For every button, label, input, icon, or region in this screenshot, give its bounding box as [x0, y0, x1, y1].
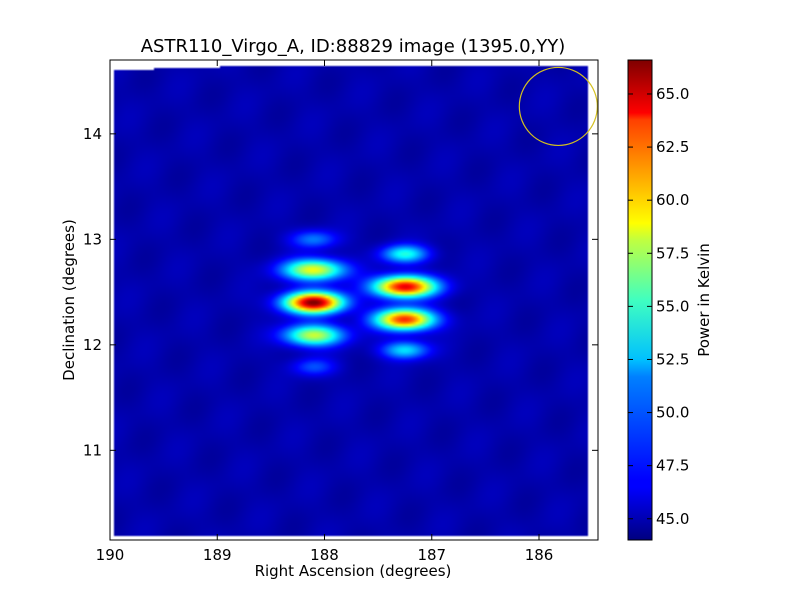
y-axis-ticks: 11 12 13 14: [83, 125, 598, 459]
colorbar: 45.0 47.5 50.0 52.5 55.0 57.5 60.0 62.5 65.0 Pow…: [627, 59, 713, 541]
colorbar-gradient: [627, 59, 653, 541]
colorbar-tick-label: 65.0: [656, 85, 689, 103]
colorbar-tick-label: 52.5: [656, 350, 689, 368]
beam-circle: [518, 66, 598, 147]
y-tick-label: 11: [83, 441, 102, 459]
x-tick-label: 188: [310, 546, 339, 564]
x-tick-label: 189: [203, 546, 232, 564]
colorbar-tick-label: 50.0: [656, 404, 689, 422]
x-tick-label: 190: [96, 546, 125, 564]
colorbar-tick-label: 60.0: [656, 191, 689, 209]
heatmap-image: [110, 60, 598, 540]
y-axis-label: Declination (degrees): [60, 219, 78, 381]
plot-frame: [109, 59, 599, 541]
colorbar-tick-label: 47.5: [656, 457, 689, 475]
colorbar-tick-label: 55.0: [656, 297, 689, 315]
colorbar-label: Power in Kelvin: [695, 243, 713, 357]
y-tick-label: 13: [83, 230, 102, 248]
y-tick-label: 12: [83, 336, 102, 354]
colorbar-tick-label: 45.0: [656, 510, 689, 528]
plot-area: [109, 59, 599, 541]
x-axis-ticks: 190 189 188 187 186: [96, 60, 554, 564]
y-tick-label: 14: [83, 125, 102, 143]
x-tick-label: 186: [525, 546, 554, 564]
x-tick-label: 187: [417, 546, 446, 564]
x-axis-label: Right Ascension (degrees): [255, 562, 452, 580]
colorbar-tick-label: 57.5: [656, 244, 689, 262]
colorbar-ticks: 45.0 47.5 50.0 52.5 55.0 57.5 60.0 62.5 65.0: [628, 85, 689, 528]
colorbar-tick-label: 62.5: [656, 138, 689, 156]
chart-title: ASTR110_Virgo_A, ID:88829 image (1395.0,…: [141, 36, 566, 57]
